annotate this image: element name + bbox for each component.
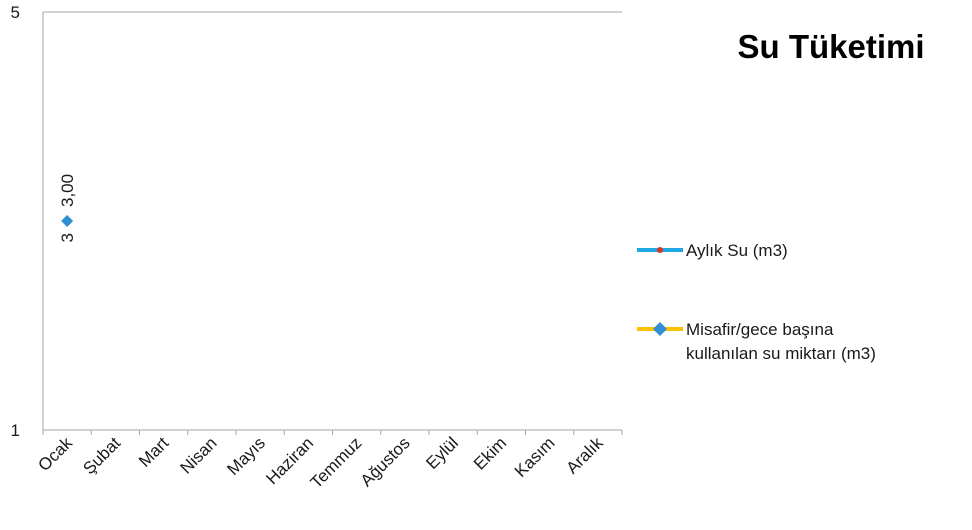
plot-frame [42, 11, 622, 431]
x-tick-label: Nisan [177, 433, 221, 477]
y-tick-labels: 5 1 [11, 3, 20, 440]
legend-label-misafir-line2: kullanılan su miktarı (m3) [686, 344, 876, 363]
data-label: 3 [58, 233, 77, 242]
x-tick-label: Ekim [470, 433, 510, 473]
x-tick-label: Şubat [79, 433, 124, 478]
data-point-marker [61, 215, 74, 227]
legend-marker-aylik-su [657, 247, 663, 253]
y-tick-label-max: 5 [11, 3, 20, 22]
chart-title: Su Tüketimi [737, 28, 924, 65]
legend-label-misafir-line1: Misafir/gece başına [686, 320, 834, 339]
legend-item-misafir: Misafir/gece başına kullanılan su miktar… [637, 320, 876, 363]
x-tick-label: Mayıs [223, 433, 268, 478]
x-tick-label: Eylül [422, 433, 461, 472]
series-layer: 33,00 [58, 174, 77, 243]
legend-marker-misafir [653, 322, 667, 336]
x-tick-labels: Ocak Şubat Mart Nisan MayısHaziranTemmuzAğus… [34, 433, 607, 492]
legend-label-aylik-su: Aylık Su (m3) [686, 241, 788, 260]
legend-item-aylik-su: Aylık Su (m3) [637, 241, 788, 260]
y-tick-label-min: 1 [11, 421, 20, 440]
x-tick-label: Temmuz [307, 433, 366, 492]
x-tick-label: Aralık [563, 433, 608, 478]
legend-label-misafir: Misafir/gece başına kullanılan su miktar… [686, 320, 876, 363]
legend: Aylık Su (m3) Misafir/gece başına kullan… [637, 241, 876, 363]
x-tick-marks [42, 430, 623, 435]
data-label: 3,00 [58, 174, 77, 207]
x-tick-label: Mart [135, 433, 173, 471]
x-tick-label: Ağustos [357, 433, 414, 490]
x-tick-label: Ocak [34, 433, 76, 475]
x-tick-label: Kasım [511, 433, 559, 481]
